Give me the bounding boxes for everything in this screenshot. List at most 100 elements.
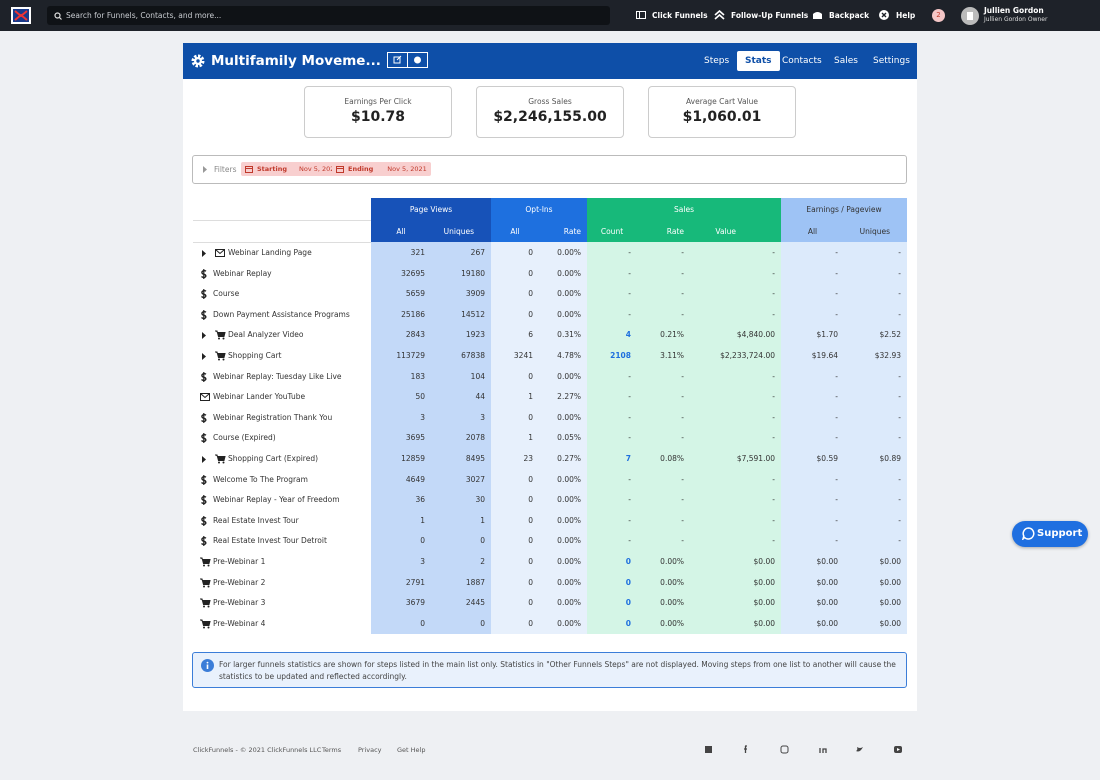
table-cell: -: [681, 536, 684, 546]
stat-card: Gross Sales $2,246,155.00: [476, 86, 624, 138]
table-cell[interactable]: 7: [625, 454, 631, 463]
help-icon: [879, 10, 889, 20]
table-cell: 2078: [465, 433, 485, 443]
table-cell: 1: [480, 515, 485, 525]
nav-link[interactable]: Follow-Up Funnels: [731, 11, 809, 20]
header-buttons[interactable]: [387, 52, 428, 69]
table-cell: 50: [415, 392, 425, 402]
table-cell[interactable]: 0: [625, 598, 631, 608]
column-group-title: Earnings / Pageview: [806, 205, 882, 214]
step-name: Course (Expired): [213, 433, 276, 443]
table-cell: -: [835, 248, 838, 257]
table-cell: 104: [470, 371, 485, 381]
social-icons[interactable]: [700, 743, 910, 757]
stat-label: Average Cart Value: [685, 97, 759, 106]
dollar-icon: [201, 536, 207, 547]
stat-card: Average Cart Value $1,060.01: [648, 86, 796, 138]
table-cell: 32695: [401, 268, 425, 278]
table-cell: -: [835, 474, 838, 484]
cart-icon: [200, 619, 211, 629]
table-cell: -: [628, 474, 631, 484]
table-cell: 0: [528, 536, 533, 546]
step-name: Pre-Webinar 4: [213, 618, 266, 628]
header-divider: [193, 242, 371, 243]
dollar-icon: [201, 474, 207, 485]
expand-caret: [202, 456, 206, 463]
table-cell: 0: [528, 289, 533, 299]
table-cell: 3241: [513, 351, 533, 360]
table-cell: 19180: [461, 268, 485, 278]
nav-tab[interactable]: Contacts: [782, 56, 822, 66]
table-cell: 0.00%: [557, 557, 581, 566]
expand-caret[interactable]: [203, 166, 208, 173]
table-cell: 0: [528, 412, 533, 422]
column-group-title: Page Views: [409, 205, 453, 214]
table-cell: -: [835, 536, 838, 546]
search-placeholder: Search for Funnels, Contacts, and more..…: [66, 11, 222, 20]
calendar-icon: [245, 166, 253, 173]
logo[interactable]: [11, 7, 31, 24]
table-cell: 23: [523, 454, 533, 463]
nav-link[interactable]: Backpack: [829, 11, 870, 20]
footer-link[interactable]: Get Help: [397, 746, 426, 754]
table-cell: -: [772, 474, 775, 484]
step-name: Webinar Lander YouTube: [213, 392, 306, 402]
table-cell[interactable]: 4: [625, 330, 631, 340]
table-cell: -: [628, 433, 631, 443]
nav-tab[interactable]: Stats: [737, 51, 780, 71]
cart-icon: [200, 557, 211, 567]
filters-label[interactable]: Filters: [214, 165, 237, 174]
calendar-icon: [336, 166, 344, 173]
stat-value: $1,060.01: [682, 109, 762, 125]
stat-card: Earnings Per Click $10.78: [304, 86, 452, 138]
table-cell: -: [681, 371, 684, 381]
user-role: Jullien Gordon Owner: [984, 16, 1048, 23]
table-cell[interactable]: 0: [625, 577, 631, 587]
filter-chip[interactable]: Ending Nov 5, 2021: [332, 162, 431, 176]
nav-tab[interactable]: Steps: [704, 56, 730, 66]
step-name: Webinar Replay - Year of Freedom: [213, 495, 340, 505]
table-cell: 0.00%: [660, 618, 684, 628]
step-name: Pre-Webinar 1: [213, 557, 266, 566]
search-bar[interactable]: Search for Funnels, Contacts, and more..…: [47, 6, 610, 25]
column-group-bg: [491, 198, 587, 242]
footer-link[interactable]: Privacy: [358, 746, 382, 754]
nav-tab[interactable]: Sales: [834, 56, 858, 66]
table-cell: 3027: [465, 474, 485, 484]
table-cell: -: [681, 474, 684, 484]
table-cell: 3: [420, 557, 425, 566]
table-cell: 8495: [465, 454, 485, 463]
table-cell: -: [772, 433, 775, 443]
column-header: Count: [600, 227, 624, 236]
nav-tab[interactable]: Settings: [873, 56, 910, 66]
table-cell: -: [681, 495, 684, 505]
nav-link[interactable]: Click Funnels: [652, 11, 708, 20]
table-cell: 2791: [405, 577, 425, 587]
table-cell: -: [898, 412, 901, 422]
avatar[interactable]: [961, 7, 979, 25]
table-cell: 0: [528, 495, 533, 505]
table-cell: -: [772, 392, 775, 402]
table-cell: -: [772, 495, 775, 505]
table-cell[interactable]: 0: [625, 557, 631, 566]
notification-badge[interactable]: 2: [932, 9, 945, 22]
table-cell: 0.00%: [557, 495, 581, 505]
table-cell: -: [628, 371, 631, 381]
table-cell: -: [681, 392, 684, 402]
footer-link[interactable]: Terms: [322, 746, 342, 754]
table-cell: 0.08%: [660, 454, 684, 463]
support-button[interactable]: Support: [1012, 521, 1088, 547]
table-cell: 0: [528, 474, 533, 484]
table-cell: -: [835, 371, 838, 381]
table-cell[interactable]: 0: [625, 618, 631, 628]
nav-link[interactable]: Help: [896, 11, 916, 20]
table-cell[interactable]: 2108: [610, 351, 631, 360]
table-cell: 14512: [461, 309, 485, 319]
filter-chip[interactable]: Starting Nov 5, 2020: [241, 162, 343, 176]
table-cell: $2.52: [879, 330, 901, 340]
table-cell: -: [835, 268, 838, 278]
table-cell: 0: [528, 598, 533, 608]
table-cell: 0.31%: [557, 330, 581, 340]
gear-icon[interactable]: [191, 54, 205, 68]
